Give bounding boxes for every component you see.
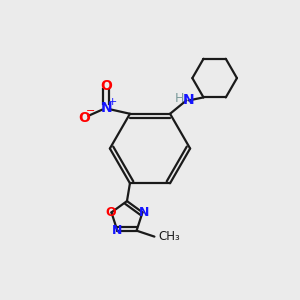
- Text: +: +: [108, 97, 117, 107]
- Text: CH₃: CH₃: [159, 230, 181, 243]
- Text: N: N: [183, 93, 195, 107]
- Text: O: O: [105, 206, 116, 219]
- Text: O: O: [78, 111, 90, 125]
- Text: N: N: [112, 224, 122, 237]
- Text: H: H: [174, 92, 184, 104]
- Text: −: −: [86, 106, 96, 116]
- Text: N: N: [139, 206, 149, 219]
- Text: N: N: [100, 101, 112, 115]
- Text: O: O: [100, 79, 112, 92]
